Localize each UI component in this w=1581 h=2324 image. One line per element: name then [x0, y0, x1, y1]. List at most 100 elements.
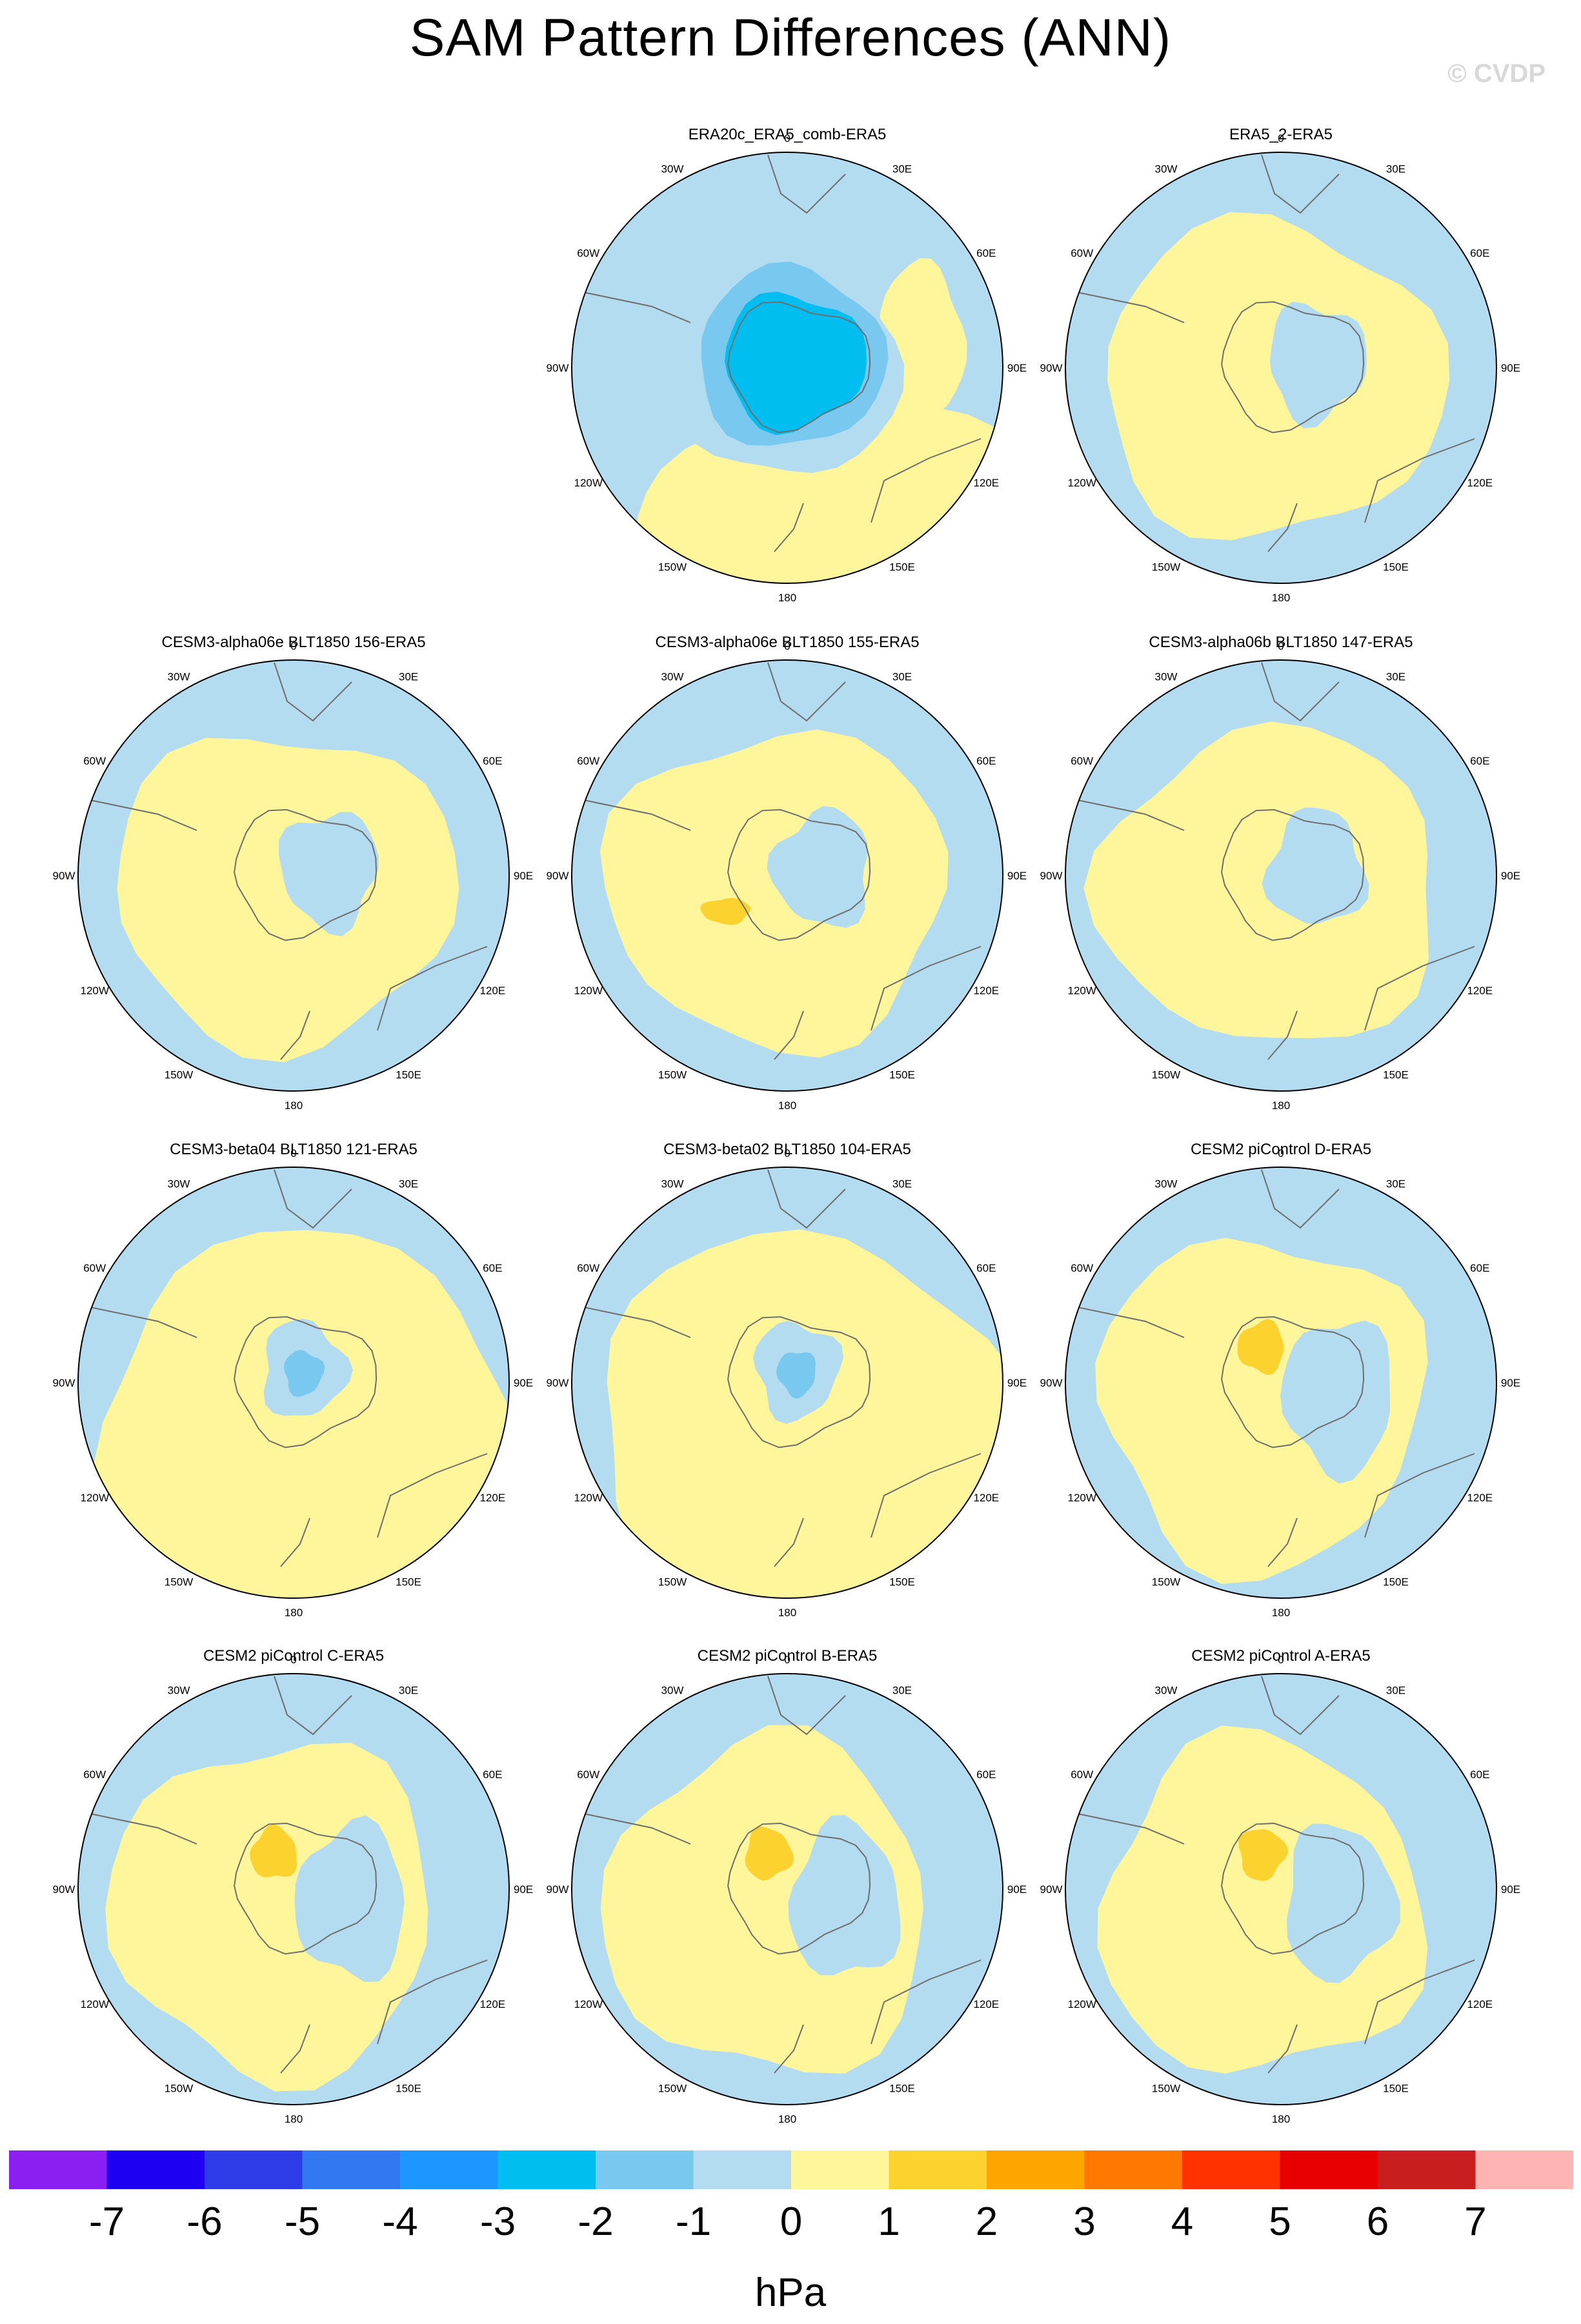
map-panel: CESM3-beta02 BLT1850 104-ERA5 0 30E 60E 90E 1… [516, 1141, 1058, 1644]
australia-coastline [1364, 1453, 1475, 1538]
longitude-label: 180 [778, 1099, 796, 1112]
colorbar-tick-label: 7 [1464, 2199, 1487, 2244]
south-america-coastline [1067, 1811, 1185, 1845]
longitude-label: 30E [892, 671, 912, 683]
longitude-label: 90E [1007, 1883, 1027, 1896]
longitude-label: 180 [778, 592, 796, 604]
longitude-label: 0 [784, 132, 790, 145]
australia-coastline [871, 946, 982, 1031]
longitude-label: 150W [1152, 2082, 1180, 2094]
page-title: SAM Pattern Differences (ANN) [409, 8, 1172, 67]
longitude-label: 60W [83, 1262, 106, 1274]
longitude-label: 60W [577, 247, 599, 259]
longitude-label: 30E [1386, 671, 1405, 683]
longitude-label: 60W [83, 755, 106, 767]
longitude-label: 180 [1272, 1099, 1290, 1112]
australia-coastline [871, 1453, 982, 1538]
longitude-label: 120W [80, 1998, 108, 2010]
polar-map: 0 30E 60E 90E 120E 150E 180 150W 120W 90W 60W 30W [1040, 640, 1521, 1112]
negative-anomaly-area [788, 1815, 901, 1976]
africa-coastline [767, 1676, 846, 1736]
longitude-label: 60E [1470, 1768, 1489, 1781]
longitude-label: 60W [1071, 755, 1093, 767]
south-america-coastline [574, 797, 691, 831]
colorbar-swatch [1378, 2150, 1476, 2189]
new-zealand-coastline [774, 2024, 804, 2074]
longitude-label: 150W [658, 1576, 687, 1588]
positive-anomaly-area [600, 1725, 923, 2074]
south-america-coastline [80, 797, 197, 831]
colorbar-tick-label: 2 [975, 2199, 998, 2244]
africa-coastline [767, 154, 846, 214]
colorbar-swatch [693, 2150, 792, 2189]
longitude-label: 180 [1272, 2113, 1290, 2125]
positive-anomaly-area [599, 729, 949, 1058]
longitude-label: 0 [1278, 132, 1284, 145]
longitude-label: 90E [514, 870, 533, 882]
new-zealand-coastline [774, 1010, 804, 1060]
longitude-label: 90W [53, 1377, 76, 1389]
positive-anomaly-area [607, 1229, 1003, 1598]
longitude-label: 150E [889, 2082, 915, 2094]
longitude-label: 120E [973, 1998, 999, 2010]
map-border [571, 1167, 1003, 1599]
longitude-label: 120E [1467, 1998, 1493, 2010]
negative-anomaly-area [767, 806, 868, 928]
longitude-label: 60E [976, 755, 996, 767]
panel-title: ERA5_2-ERA5 [1229, 126, 1333, 143]
longitude-label: 30W [661, 163, 684, 175]
positive-anomaly-area [93, 1230, 509, 1598]
panel-title: CESM2 piControl D-ERA5 [1190, 1141, 1372, 1158]
africa-coastline [274, 1169, 352, 1229]
longitude-label: 120W [1067, 985, 1096, 997]
longitude-label: 120E [1467, 1492, 1493, 1504]
africa-coastline [274, 1676, 352, 1736]
longitude-label: 60E [483, 1768, 502, 1781]
map-panel: CESM2 piControl C-ERA5 0 30E 60E 90E 120E 150E… [23, 1647, 565, 2150]
colorbar-swatch [596, 2150, 694, 2189]
polar-map: 0 30E 60E 90E 120E 150E 180 150W 120W 90W 60W 30W [1040, 1147, 1521, 1619]
polar-map: 0 30E 60E 90E 120E 150E 180 150W 120W 90W 60W 30W [53, 1654, 534, 2125]
longitude-label: 60W [1071, 1262, 1093, 1274]
longitude-label: 180 [1272, 1607, 1290, 1619]
longitude-label: 30E [399, 671, 418, 683]
longitude-label: 120W [1067, 1998, 1096, 2010]
polar-map: 0 30E 60E 90E 120E 150E 180 150W 120W 90W 60W 30W [53, 1147, 534, 1619]
longitude-label: 0 [290, 1147, 296, 1159]
colorbar-swatch [1084, 2150, 1183, 2189]
negative-anomaly-area [1287, 1823, 1400, 1983]
longitude-label: 150W [1152, 1576, 1180, 1588]
africa-coastline [1261, 154, 1340, 214]
longitude-label: 90W [547, 362, 569, 374]
longitude-label: 120E [1467, 985, 1493, 997]
longitude-label: 150W [658, 2082, 687, 2094]
longitude-label: 180 [778, 2113, 796, 2125]
australia-coastline [1364, 1959, 1475, 2045]
positive-anomaly-core [1237, 1319, 1284, 1376]
longitude-label: 150E [1383, 1576, 1409, 1588]
longitude-label: 90W [547, 1883, 569, 1896]
map-panel: CESM2 piControl B-ERA5 0 30E 60E 90E 120E 150E… [516, 1647, 1058, 2150]
longitude-label: 90E [1501, 1883, 1520, 1896]
longitude-label: 120E [479, 985, 505, 997]
new-zealand-coastline [1267, 1518, 1298, 1567]
antarctica-coastline [727, 301, 871, 434]
longitude-label: 60E [1470, 247, 1489, 259]
south-america-coastline [1067, 1305, 1185, 1338]
map-panel: CESM3-alpha06b BLT1850 147-ERA5 0 30E 60E 90… [1010, 634, 1552, 1137]
longitude-label: 60W [577, 755, 599, 767]
longitude-label: 0 [784, 1147, 790, 1159]
colorbar-tick-label: 3 [1073, 2199, 1096, 2244]
africa-coastline [274, 662, 352, 722]
longitude-label: 0 [1278, 1147, 1284, 1159]
colorbar-tick-label: -7 [88, 2199, 125, 2244]
africa-coastline [767, 1169, 846, 1229]
colorbar-swatch [106, 2150, 205, 2189]
longitude-label: 150E [1383, 561, 1409, 573]
longitude-label: 120W [574, 477, 602, 489]
africa-coastline [1261, 662, 1340, 722]
map-border [571, 659, 1003, 1092]
africa-coastline [1261, 1169, 1340, 1229]
africa-coastline [1261, 1676, 1340, 1736]
polar-map: 0 30E 60E 90E 120E 150E 180 150W 120W 90W 60W 30W [547, 1147, 1027, 1619]
